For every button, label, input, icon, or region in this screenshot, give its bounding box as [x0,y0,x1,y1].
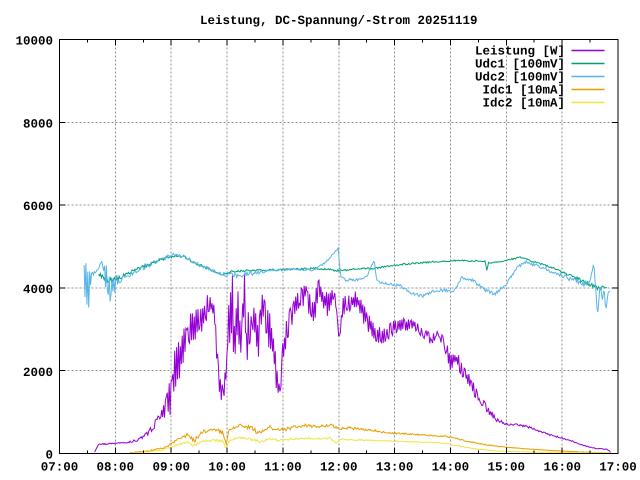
svg-text:13:00: 13:00 [376,461,414,475]
svg-text:09:00: 09:00 [152,461,190,475]
svg-text:08:00: 08:00 [97,461,135,475]
svg-text:Idc2 [10mA]: Idc2 [10mA] [482,97,565,111]
svg-text:16:00: 16:00 [543,461,581,475]
svg-text:6000: 6000 [23,200,53,214]
svg-text:14:00: 14:00 [432,461,470,475]
svg-text:10000: 10000 [15,35,53,49]
svg-text:Leistung, DC-Spannung/-Strom 2: Leistung, DC-Spannung/-Strom 20251119 [200,14,478,28]
svg-text:17:00: 17:00 [599,461,637,475]
svg-text:Udc2 [100mV]: Udc2 [100mV] [475,71,565,85]
svg-text:12:00: 12:00 [320,461,358,475]
svg-text:10:00: 10:00 [208,461,246,475]
svg-text:8000: 8000 [23,117,53,131]
svg-text:07:00: 07:00 [41,461,79,475]
svg-text:15:00: 15:00 [488,461,526,475]
svg-text:4000: 4000 [23,283,53,297]
svg-text:2000: 2000 [23,366,53,380]
svg-text:11:00: 11:00 [264,461,302,475]
svg-text:Leistung [W]: Leistung [W] [475,45,565,59]
svg-text:Udc1 [100mV]: Udc1 [100mV] [475,58,565,72]
svg-text:Idc1 [10mA]: Idc1 [10mA] [482,84,565,98]
svg-text:0: 0 [45,449,53,463]
